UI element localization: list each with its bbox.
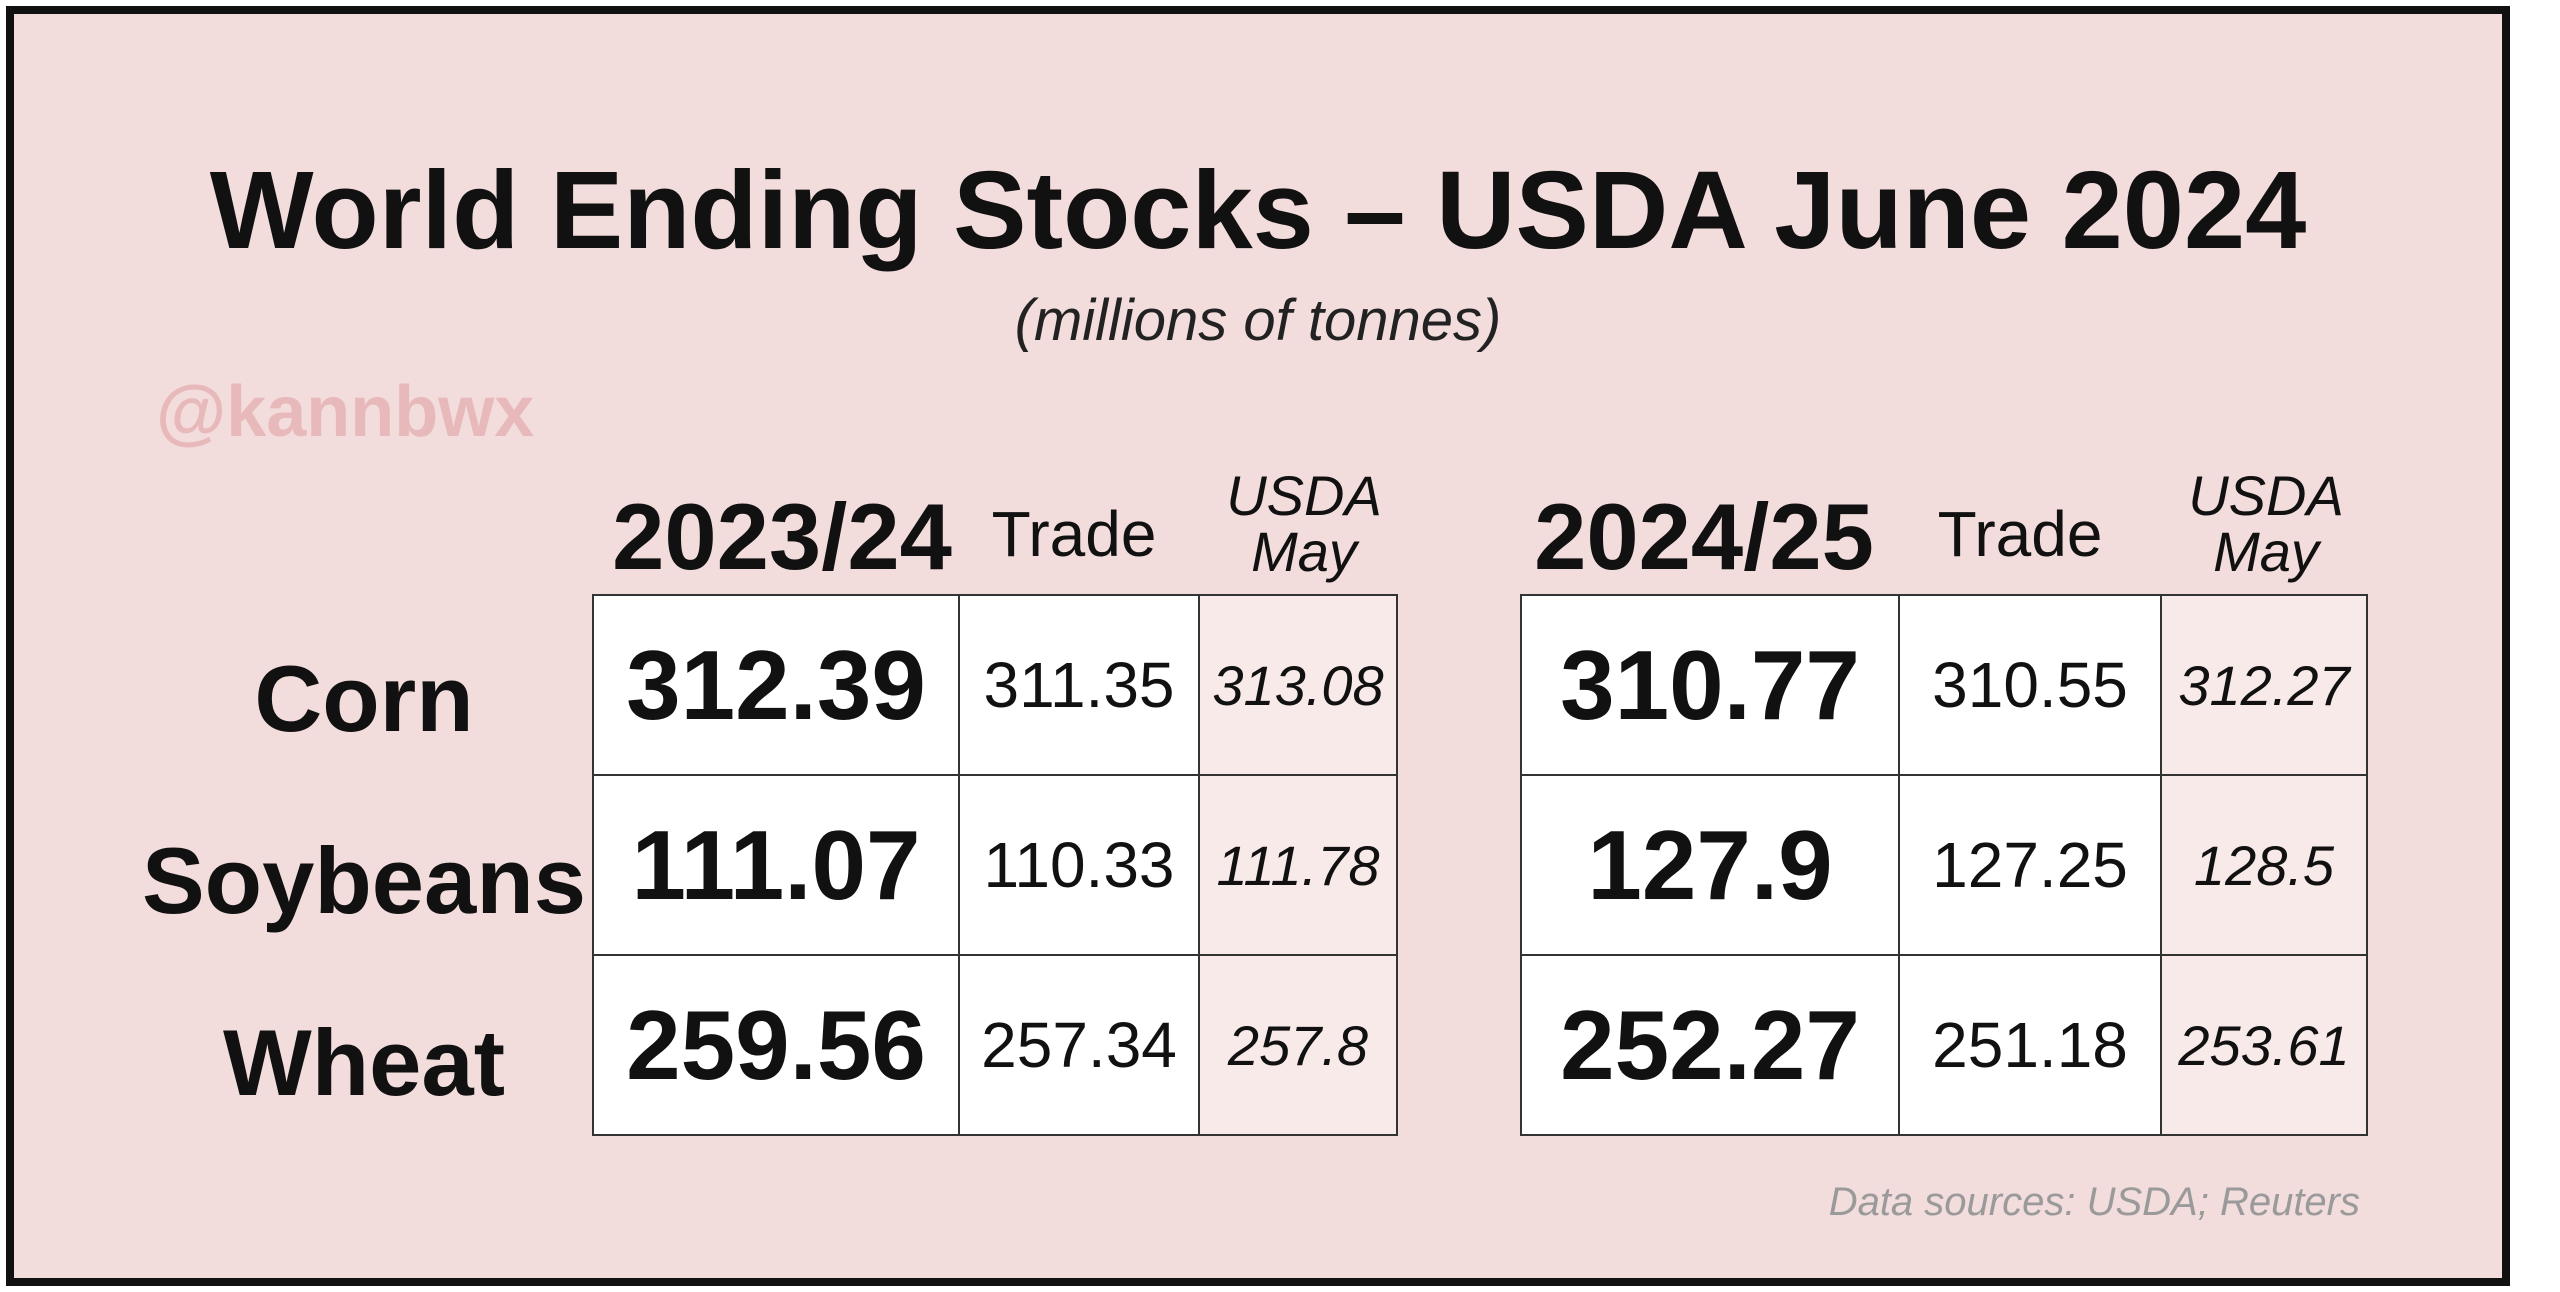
ending-stocks-value: 259.56 [592,954,960,1136]
ending-stocks-value: 252.27 [1520,954,1900,1136]
trade-estimate-value: 311.35 [958,594,1200,776]
data-source-note: Data sources: USDA; Reuters [1828,1180,2360,1224]
stocks-table-2023-24: 312.39 311.35 313.08 111.07 110.33 111.7… [592,594,1398,1136]
ending-stocks-value: 312.39 [592,594,960,776]
table-row: 312.39 311.35 313.08 [592,594,1398,776]
usda-may-value: 253.61 [2160,954,2368,1136]
row-label-corn: Corn [254,646,474,751]
usda-may-column-header: USDA May [1226,464,1382,583]
usda-may-value: 128.5 [2160,774,2368,956]
table-row: 259.56 257.34 257.8 [592,954,1398,1136]
usda-may-value: 313.08 [1198,594,1398,776]
trade-estimate-value: 110.33 [958,774,1200,956]
table-row: 310.77 310.55 312.27 [1520,594,2368,776]
ending-stocks-value: 310.77 [1520,594,1900,776]
trade-estimate-value: 251.18 [1898,954,2162,1136]
table-year-header: 2023/24 [612,484,952,589]
infographic-frame: World Ending Stocks – USDA June 2024 (mi… [6,6,2510,1286]
row-label-wheat: Wheat [223,1010,505,1115]
table-year-header: 2024/25 [1534,484,1874,589]
ending-stocks-value: 111.07 [592,774,960,956]
ending-stocks-value: 127.9 [1520,774,1900,956]
usda-may-column-header: USDA May [2188,464,2344,583]
trade-column-header: Trade [991,498,1157,570]
table-row: 127.9 127.25 128.5 [1520,774,2368,956]
row-label-soybeans: Soybeans [141,828,587,933]
stocks-table-2024-25: 310.77 310.55 312.27 127.9 127.25 128.5 … [1520,594,2368,1136]
trade-column-header: Trade [1937,498,2103,570]
table-row: 252.27 251.18 253.61 [1520,954,2368,1136]
chart-subtitle: (millions of tonnes) [1014,288,1502,353]
table-row: 111.07 110.33 111.78 [592,774,1398,956]
trade-estimate-value: 127.25 [1898,774,2162,956]
usda-may-value: 257.8 [1198,954,1398,1136]
chart-title: World Ending Stocks – USDA June 2024 [209,149,2307,272]
watermark-handle: @kannbwx [156,372,535,452]
trade-estimate-value: 310.55 [1898,594,2162,776]
usda-may-value: 111.78 [1198,774,1398,956]
trade-estimate-value: 257.34 [958,954,1200,1136]
usda-may-value: 312.27 [2160,594,2368,776]
